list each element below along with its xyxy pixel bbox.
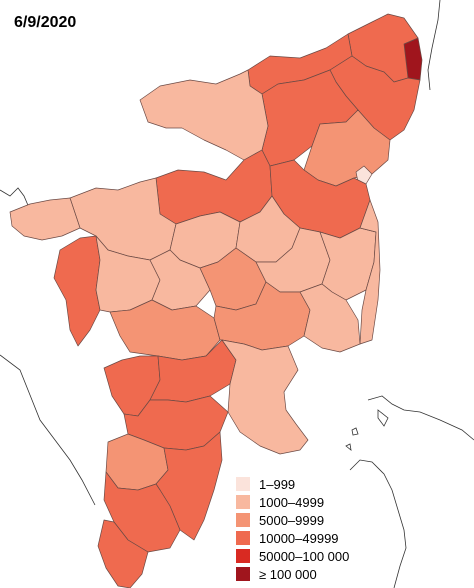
district-ramanathapuram[interactable]	[221, 339, 309, 455]
district-krishnagiri[interactable]	[139, 69, 269, 161]
legend-row: 5000–9999	[236, 511, 376, 529]
sri-lanka-coast	[349, 459, 407, 588]
legend-swatch	[236, 549, 250, 563]
legend-label: 10000–49999	[259, 530, 339, 546]
islands	[345, 427, 359, 451]
sri-lanka	[367, 395, 474, 441]
sri-lanka-north-tip	[377, 409, 389, 427]
legend-row: ≥ 100 000	[236, 565, 376, 583]
legend-swatch	[236, 513, 250, 527]
legend-label: ≥ 100 000	[259, 566, 317, 582]
legend-row: 1–999	[236, 475, 376, 493]
district-karur[interactable]	[149, 249, 211, 311]
legend-swatch	[236, 531, 250, 545]
legend-row: 1000–4999	[236, 493, 376, 511]
legend-swatch	[236, 477, 250, 491]
legend-label: 5000–9999	[259, 512, 325, 528]
districts	[9, 13, 423, 588]
district-kanniyakumari[interactable]	[97, 519, 149, 588]
kerala-coast	[0, 354, 96, 506]
legend-row: 50000–100 000	[236, 547, 376, 565]
legend: 1–999 1000–4999 5000–9999 10000–49999 50…	[236, 475, 376, 583]
legend-swatch	[236, 567, 250, 581]
legend-label: 50000–100 000	[259, 548, 350, 564]
district-madurai[interactable]	[149, 339, 237, 403]
district-sivaganga[interactable]	[299, 283, 361, 353]
coastline-north	[427, 0, 441, 91]
legend-label: 1–999	[259, 476, 296, 492]
district-nilgiris[interactable]	[9, 197, 81, 241]
legend-row: 10000–49999	[236, 529, 376, 547]
map-title: 6/9/2020	[14, 14, 77, 31]
district-coimbatore[interactable]	[53, 235, 101, 347]
district-nagapattinam[interactable]	[359, 199, 381, 345]
legend-label: 1000–4999	[259, 494, 325, 510]
legend-swatch	[236, 495, 250, 509]
